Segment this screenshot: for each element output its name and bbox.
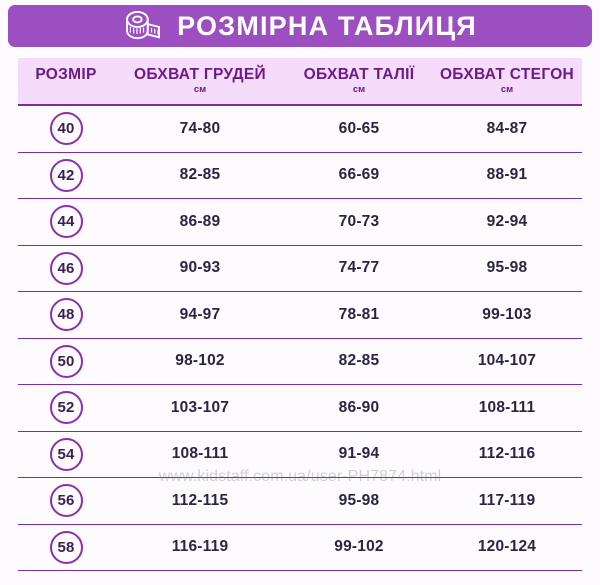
size-badge: 46 [49,251,83,285]
size-cell: 58 [18,525,114,571]
column-header-hips-label: ОБХВАТ СТЕГОН [439,66,575,83]
size-cell: 48 [18,292,114,338]
table-row: 50 98-102 82-85 104-107 [18,339,582,385]
table-row: 46 90-93 74-77 95-98 [18,246,582,292]
chest-cell: 74-80 [179,119,221,137]
hips-cell: 84-87 [486,119,528,137]
waist-cell: 60-65 [338,119,380,137]
waist-cell: 74-77 [338,259,380,277]
table-row: 58 116-119 99-102 120-124 [18,525,582,571]
size-cell: 56 [18,478,114,524]
column-header-waist: ОБХВАТ ТАЛІЇ см [286,58,432,95]
waist-cell: 86-90 [338,398,380,416]
hips-cell: 112-116 [478,445,536,463]
waist-cell: 66-69 [338,166,380,184]
chest-cell: 90-93 [179,259,221,277]
hips-cell: 108-111 [478,398,536,416]
column-header-chest: ОБХВАТ ГРУДЕЙ см [114,58,286,95]
column-header-chest-unit: см [193,84,207,96]
hips-cell: 104-107 [477,352,537,370]
size-badge: 58 [49,530,83,564]
hips-cell: 95-98 [486,259,528,277]
waist-cell: 95-98 [338,491,380,509]
title-bar: РОЗМІРНА ТАБЛИЦЯ [8,5,592,47]
column-header-hips: ОБХВАТ СТЕГОН см [432,58,582,95]
chest-cell: 116-119 [171,538,229,556]
waist-cell: 91-94 [338,445,380,463]
size-badge: 48 [49,298,83,332]
page-title: РОЗМІРНА ТАБЛИЦЯ [177,10,477,41]
size-badge: 40 [49,112,83,146]
table-header-row: РОЗМІР ОБХВАТ ГРУДЕЙ см ОБХВАТ ТАЛІЇ см … [18,58,582,106]
column-header-size-label: РОЗМІР [35,66,97,83]
measuring-tape-icon [126,10,161,40]
size-cell: 50 [18,339,114,385]
column-header-waist-unit: см [352,84,366,96]
table-row: 48 94-97 78-81 99-103 [18,292,582,339]
table-row: 40 74-80 60-65 84-87 [18,106,582,153]
column-header-waist-label: ОБХВАТ ТАЛІЇ [303,66,415,83]
size-badge: 44 [49,205,83,239]
size-badge: 54 [49,437,83,471]
chest-cell: 98-102 [175,352,225,370]
size-badge: 50 [49,344,83,378]
column-header-size: РОЗМІР [18,58,114,85]
hips-cell: 92-94 [486,212,528,230]
size-cell: 52 [18,385,114,431]
chest-cell: 103-107 [170,398,230,416]
size-badge: 56 [49,484,83,518]
table-row: 54 108-111 91-94 112-116 [18,432,582,478]
waist-cell: 99-102 [334,538,384,556]
size-badge: 52 [49,391,83,425]
chest-cell: 112-115 [171,491,229,509]
hips-cell: 99-103 [482,305,532,323]
table-row: 44 86-89 70-73 92-94 [18,199,582,246]
size-cell: 54 [18,432,114,478]
chest-cell: 108-111 [171,445,229,463]
hips-cell: 120-124 [477,538,537,556]
size-cell: 46 [18,246,114,292]
chest-cell: 94-97 [179,305,221,323]
column-header-chest-label: ОБХВАТ ГРУДЕЙ [134,66,266,83]
chest-cell: 86-89 [179,212,221,230]
waist-cell: 70-73 [338,212,380,230]
size-cell: 44 [18,199,114,245]
size-cell: 42 [18,153,114,199]
table-row: 56 112-115 95-98 117-119 [18,478,582,525]
table-row: 52 103-107 86-90 108-111 [18,385,582,432]
column-header-hips-unit: см [500,84,514,96]
waist-cell: 82-85 [338,352,380,370]
hips-cell: 117-119 [478,491,536,509]
size-badge: 42 [49,158,83,192]
waist-cell: 78-81 [338,305,380,323]
table-row: 42 82-85 66-69 88-91 [18,153,582,199]
chest-cell: 82-85 [179,166,221,184]
size-chart-table: РОЗМІР ОБХВАТ ГРУДЕЙ см ОБХВАТ ТАЛІЇ см … [18,58,582,571]
hips-cell: 88-91 [486,166,528,184]
size-cell: 40 [18,106,114,152]
